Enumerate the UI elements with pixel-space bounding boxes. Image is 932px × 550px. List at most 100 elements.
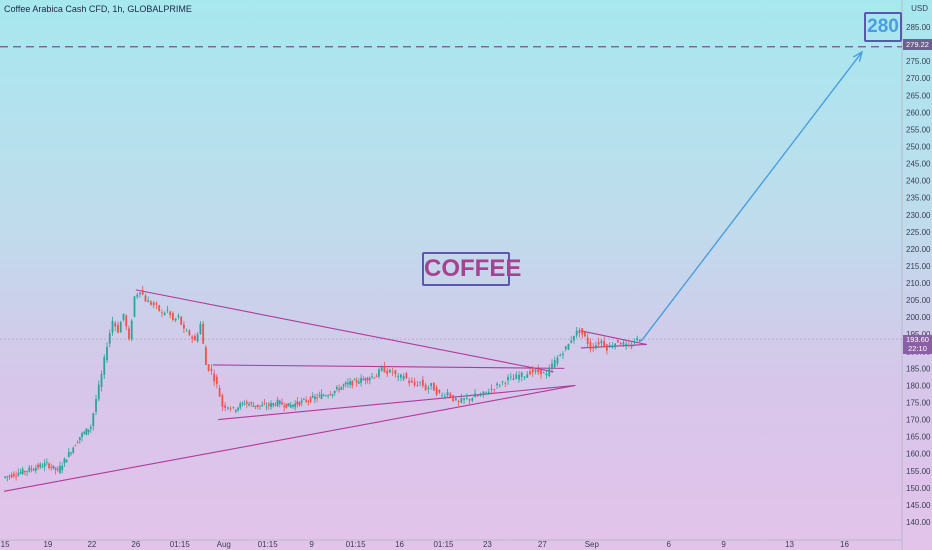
candle-body [419, 381, 422, 383]
candle-body [65, 459, 68, 463]
candle-body [636, 337, 639, 340]
candle-body [133, 296, 136, 317]
candle-body [204, 347, 207, 366]
candle-body [202, 323, 205, 344]
candle-body [368, 378, 371, 381]
candle-body [380, 366, 383, 371]
candle-body [12, 473, 15, 477]
target-annotation[interactable]: 280 [864, 12, 902, 42]
candle-body [106, 346, 108, 361]
candle-body [402, 376, 405, 380]
candle-body [48, 463, 50, 468]
candle-body [630, 345, 633, 348]
candle-body [43, 463, 46, 467]
candle-body [371, 376, 373, 378]
candle-body [272, 403, 275, 406]
y-tick-label: 250.00 [906, 142, 931, 151]
candle-body [172, 312, 174, 320]
candle-body [166, 309, 169, 311]
candle-body [575, 330, 578, 336]
coffee-annotation[interactable]: COFFEE [422, 252, 521, 286]
y-axis: 140.00 145.00 150.00 155.00 160.00 165.00 170.… [901, 0, 931, 550]
current-price-tag: 193.60 22:10 [903, 335, 932, 354]
candle-body [26, 470, 28, 472]
candle-body [122, 313, 125, 320]
y-tick-label: 230.00 [906, 211, 931, 220]
candle-body [562, 353, 564, 356]
candle-body [30, 468, 33, 470]
candle-body [15, 475, 17, 477]
candle-body [270, 402, 272, 408]
candle-body [63, 458, 66, 464]
candle-body [103, 357, 106, 375]
candle-body [39, 464, 42, 468]
candle-body [144, 295, 147, 302]
y-tick-label: 220.00 [906, 245, 931, 254]
candle-body [111, 320, 114, 333]
candle-body [375, 376, 378, 378]
x-tick-label: 22 [87, 540, 96, 549]
candle-body [383, 365, 386, 373]
candle-body [163, 312, 166, 315]
y-tick-label: 195.00 [906, 330, 931, 339]
candle-body [496, 383, 498, 386]
candles [4, 285, 641, 482]
candle-body [136, 294, 139, 297]
x-tick-label: 9 [309, 540, 314, 549]
candle-body [331, 394, 334, 396]
candle-body [405, 373, 408, 379]
candle-body [424, 384, 427, 391]
candle-body [446, 392, 449, 396]
candle-body [81, 433, 83, 437]
candle-body [303, 399, 305, 400]
candle-body [482, 391, 485, 395]
projection-arrow [640, 50, 864, 342]
candle-body [518, 374, 520, 380]
candle-body [305, 400, 308, 402]
candle-body [23, 471, 26, 473]
candle-body [416, 385, 419, 386]
x-tick-label: 01:15 [346, 540, 367, 549]
candle-body [325, 395, 327, 397]
candle-body [386, 370, 389, 374]
candle-body [438, 389, 441, 393]
candle-body [78, 437, 81, 441]
candle-body [501, 381, 504, 383]
arrow-shaft [640, 51, 863, 342]
candle-body [498, 385, 501, 387]
candle-body [89, 427, 92, 429]
candle-body [158, 305, 161, 311]
y-tick-label: 225.00 [906, 228, 931, 237]
candle-body [504, 382, 507, 384]
candle-body [287, 403, 290, 407]
candle-body [309, 397, 312, 402]
candle-body [413, 381, 416, 386]
candle-body [622, 342, 625, 345]
candle-body [474, 393, 476, 398]
x-tick-label: 01:15 [170, 540, 191, 549]
candle-body [410, 380, 413, 383]
candle-body [76, 442, 79, 444]
candle-body [454, 398, 457, 401]
candle-body [520, 372, 523, 377]
candle-body [627, 345, 630, 347]
x-tick-label: 6 [666, 540, 671, 549]
candle-body [245, 401, 248, 404]
candle-body [340, 386, 343, 390]
candle-body [252, 405, 255, 407]
x-tick-label: 16 [840, 540, 849, 549]
candle-body [333, 390, 336, 394]
candle-body [67, 451, 70, 457]
candle-body [523, 376, 526, 378]
candle-body [465, 397, 468, 399]
candle-body [210, 368, 213, 371]
y-tick-label: 265.00 [906, 91, 931, 100]
candle-body [196, 334, 199, 342]
candle-body [378, 369, 380, 377]
candle-body [638, 339, 641, 342]
candle-body [100, 374, 103, 388]
candle-body [8, 475, 11, 477]
candle-body [4, 476, 6, 478]
candle-body [556, 357, 559, 364]
candle-body [21, 468, 24, 474]
